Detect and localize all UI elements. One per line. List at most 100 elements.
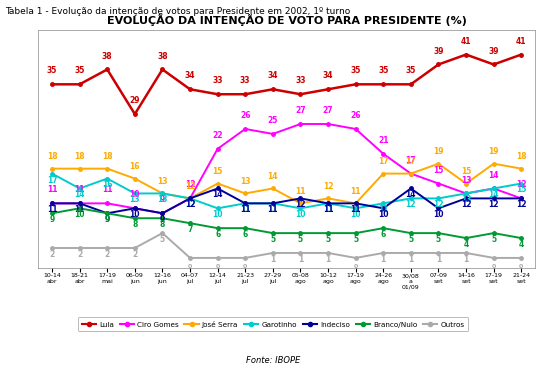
Text: 12: 12 xyxy=(185,180,195,189)
Text: 18: 18 xyxy=(47,152,57,161)
Text: 12: 12 xyxy=(461,200,471,209)
Text: 4: 4 xyxy=(464,240,468,249)
Text: 10: 10 xyxy=(212,210,223,219)
Text: 11: 11 xyxy=(323,205,333,214)
Text: 14: 14 xyxy=(489,170,499,180)
Text: 10: 10 xyxy=(378,210,389,219)
Text: 13: 13 xyxy=(240,177,251,186)
Text: 22: 22 xyxy=(212,131,223,140)
Text: 26: 26 xyxy=(351,111,361,120)
Text: 0: 0 xyxy=(216,264,220,269)
Text: 9: 9 xyxy=(105,215,110,224)
Text: 4: 4 xyxy=(519,240,524,249)
Text: 9: 9 xyxy=(105,215,110,224)
Text: 11: 11 xyxy=(323,205,333,214)
Text: 39: 39 xyxy=(489,46,499,55)
Text: 26: 26 xyxy=(240,111,251,120)
Text: 16: 16 xyxy=(129,162,140,171)
Text: 11: 11 xyxy=(351,187,361,196)
Text: 21: 21 xyxy=(378,136,389,145)
Text: 35: 35 xyxy=(406,66,416,76)
Text: 15: 15 xyxy=(516,185,526,195)
Text: 14: 14 xyxy=(489,190,499,199)
Text: Fonte: IBOPE: Fonte: IBOPE xyxy=(246,356,300,365)
Text: 38: 38 xyxy=(157,51,168,61)
Text: 35: 35 xyxy=(378,66,388,76)
Text: Tabela 1 - Evolução da intenção de votos para Presidente em 2002, 1º turno: Tabela 1 - Evolução da intenção de votos… xyxy=(5,7,351,16)
Text: 10: 10 xyxy=(351,210,361,219)
Text: 10: 10 xyxy=(433,210,444,219)
Text: 13: 13 xyxy=(157,195,168,204)
Text: 17: 17 xyxy=(406,155,416,165)
Text: 1: 1 xyxy=(270,255,276,264)
Title: EVOLUÇÃO DA INTENÇÃO DE VOTO PARA PRESIDENTE (%): EVOLUÇÃO DA INTENÇÃO DE VOTO PARA PRESID… xyxy=(106,14,467,26)
Text: 6: 6 xyxy=(242,230,248,239)
Text: 2: 2 xyxy=(105,250,110,259)
Text: 0: 0 xyxy=(353,264,358,269)
Text: 27: 27 xyxy=(295,106,306,115)
Text: 38: 38 xyxy=(102,51,112,61)
Text: 14: 14 xyxy=(212,190,223,199)
Text: 16: 16 xyxy=(102,180,112,189)
Text: 12: 12 xyxy=(295,200,306,209)
Text: 39: 39 xyxy=(433,46,444,55)
Text: 33: 33 xyxy=(212,76,223,85)
Text: 19: 19 xyxy=(489,147,499,156)
Text: 12: 12 xyxy=(185,182,195,191)
Text: 11: 11 xyxy=(74,185,85,195)
Text: 35: 35 xyxy=(47,66,57,76)
Text: 11: 11 xyxy=(47,185,57,195)
Text: 12: 12 xyxy=(406,200,416,209)
Text: 5: 5 xyxy=(298,235,303,244)
Text: 11: 11 xyxy=(351,205,361,214)
Text: 6: 6 xyxy=(381,230,386,239)
Text: 0: 0 xyxy=(519,264,524,269)
Text: 1: 1 xyxy=(381,255,386,264)
Text: 29: 29 xyxy=(129,96,140,105)
Text: 9: 9 xyxy=(160,195,165,204)
Text: 5: 5 xyxy=(408,235,413,244)
Text: 33: 33 xyxy=(295,76,306,85)
Text: 7: 7 xyxy=(187,225,193,234)
Text: 2: 2 xyxy=(132,250,138,259)
Text: 41: 41 xyxy=(461,36,471,46)
Text: 2: 2 xyxy=(49,250,55,259)
Text: 35: 35 xyxy=(74,66,85,76)
Text: 18: 18 xyxy=(516,152,526,161)
Text: 5: 5 xyxy=(325,235,331,244)
Text: 1: 1 xyxy=(325,255,331,264)
Text: 5: 5 xyxy=(160,235,165,244)
Text: 12: 12 xyxy=(323,182,333,191)
Text: 34: 34 xyxy=(185,71,195,80)
Text: 12: 12 xyxy=(516,180,526,189)
Text: 13: 13 xyxy=(157,177,168,186)
Text: 5: 5 xyxy=(270,235,275,244)
Text: 34: 34 xyxy=(268,71,278,80)
Text: 10: 10 xyxy=(295,210,306,219)
Text: 11: 11 xyxy=(74,205,85,214)
Text: 1: 1 xyxy=(298,255,303,264)
Text: 18: 18 xyxy=(74,152,85,161)
Text: 12: 12 xyxy=(185,200,195,209)
Text: 11: 11 xyxy=(240,205,251,214)
Text: 12: 12 xyxy=(489,200,499,209)
Text: 35: 35 xyxy=(351,66,361,76)
Text: 12: 12 xyxy=(516,200,526,209)
Text: 5: 5 xyxy=(491,235,496,244)
Text: 8: 8 xyxy=(160,220,165,229)
Text: 17: 17 xyxy=(378,157,389,166)
Text: 15: 15 xyxy=(212,167,223,176)
Text: 1: 1 xyxy=(408,255,413,264)
Text: 13: 13 xyxy=(129,195,140,204)
Text: 13: 13 xyxy=(461,195,471,204)
Text: 0: 0 xyxy=(491,264,496,269)
Text: 12: 12 xyxy=(185,200,195,209)
Text: 11: 11 xyxy=(240,205,251,214)
Text: 19: 19 xyxy=(433,147,444,156)
Text: 2: 2 xyxy=(77,250,82,259)
Text: 34: 34 xyxy=(323,71,333,80)
Text: 41: 41 xyxy=(516,36,526,46)
Text: 11: 11 xyxy=(268,205,278,214)
Text: 18: 18 xyxy=(102,152,112,161)
Text: 0: 0 xyxy=(188,264,192,269)
